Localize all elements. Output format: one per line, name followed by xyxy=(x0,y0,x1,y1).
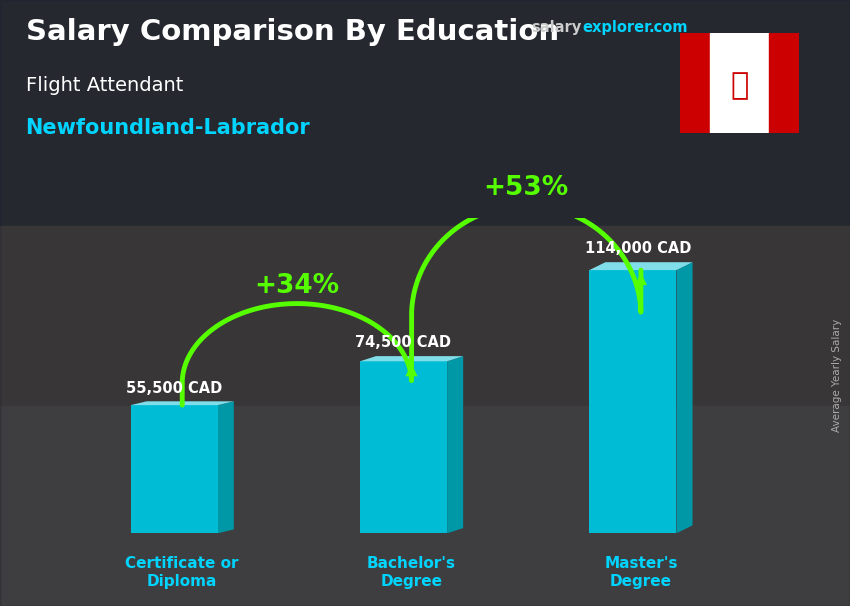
Bar xyxy=(0,0,850,226)
Text: salary: salary xyxy=(531,20,581,35)
Polygon shape xyxy=(447,356,463,533)
Polygon shape xyxy=(218,401,234,533)
Text: 74,500 CAD: 74,500 CAD xyxy=(355,335,451,350)
Text: 114,000 CAD: 114,000 CAD xyxy=(585,241,691,256)
Polygon shape xyxy=(131,401,234,405)
Bar xyxy=(710,33,769,133)
Text: +53%: +53% xyxy=(484,175,569,201)
Text: +34%: +34% xyxy=(254,273,339,299)
Bar xyxy=(0,226,850,406)
Bar xyxy=(131,405,218,533)
Bar xyxy=(589,270,677,533)
Text: 🍁: 🍁 xyxy=(730,72,749,101)
Text: explorer: explorer xyxy=(582,20,652,35)
Text: Certificate or
Diploma: Certificate or Diploma xyxy=(126,556,239,589)
Text: Average Yearly Salary: Average Yearly Salary xyxy=(832,319,842,432)
Polygon shape xyxy=(360,356,463,361)
Bar xyxy=(680,33,710,133)
Polygon shape xyxy=(589,262,693,270)
Text: Newfoundland-Labrador: Newfoundland-Labrador xyxy=(26,118,310,138)
Polygon shape xyxy=(677,262,693,533)
Bar xyxy=(360,361,447,533)
Text: Flight Attendant: Flight Attendant xyxy=(26,76,183,95)
Text: .com: .com xyxy=(649,20,688,35)
Text: 55,500 CAD: 55,500 CAD xyxy=(126,381,222,396)
Bar xyxy=(0,406,850,606)
Text: Master's
Degree: Master's Degree xyxy=(604,556,677,589)
Text: Bachelor's
Degree: Bachelor's Degree xyxy=(367,556,456,589)
Bar xyxy=(769,33,799,133)
Text: Salary Comparison By Education: Salary Comparison By Education xyxy=(26,18,558,46)
